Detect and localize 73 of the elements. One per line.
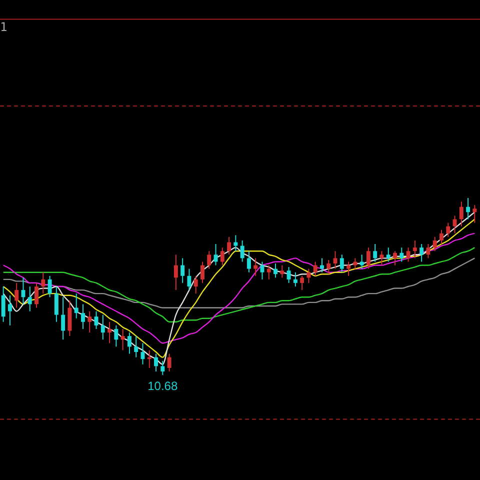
candlestick <box>108 321 112 344</box>
candlestick <box>21 277 26 305</box>
candlestick <box>320 258 324 273</box>
annotation: 10.68 <box>148 379 178 393</box>
candlestick <box>114 324 118 348</box>
candlestick <box>48 275 52 298</box>
candlestick <box>240 240 244 262</box>
candlestick <box>120 328 125 351</box>
candlestick <box>207 250 212 270</box>
candlestick <box>412 240 417 259</box>
candlestick <box>160 360 165 376</box>
candlestick <box>200 261 204 284</box>
candlestick <box>386 247 390 262</box>
candlestick <box>28 286 32 312</box>
candlestick <box>333 250 338 270</box>
text: 1 <box>0 20 8 34</box>
candlestick <box>406 247 410 262</box>
candlestick <box>459 201 464 227</box>
candlestick <box>306 268 311 284</box>
candlestick <box>340 254 344 273</box>
candlestick <box>300 275 304 291</box>
candlestick <box>180 258 185 284</box>
candlestick <box>1 286 6 322</box>
candlestick <box>420 244 424 262</box>
candlestick <box>127 332 132 354</box>
candlestick <box>34 282 39 308</box>
candlestick <box>88 310 92 334</box>
candlestick <box>426 244 430 259</box>
candlestick <box>439 229 444 245</box>
candlestick <box>234 234 238 252</box>
candlestick <box>246 250 251 273</box>
candlestick <box>280 264 284 278</box>
candlestick <box>380 250 384 266</box>
candlestick <box>266 264 271 280</box>
candlestick <box>313 261 318 276</box>
candlestick <box>432 236 437 252</box>
candlestick <box>373 244 378 262</box>
candlestick <box>472 204 477 224</box>
candlestick <box>8 294 12 326</box>
candlestick <box>54 286 58 322</box>
candlestick <box>452 215 457 234</box>
candlestick <box>94 310 98 330</box>
candlestick <box>353 258 358 270</box>
candlestick <box>154 353 158 372</box>
candlestick <box>174 254 178 291</box>
candlestick <box>74 293 78 319</box>
candlestick <box>286 266 291 284</box>
candlestick <box>326 259 331 275</box>
candlestick <box>61 296 66 340</box>
candlestick <box>400 247 404 262</box>
candlestick <box>393 250 398 266</box>
candlestick <box>360 254 364 270</box>
candlestick <box>227 236 232 256</box>
candlestick <box>41 272 46 294</box>
candlestick <box>466 198 470 220</box>
candlestick <box>220 247 224 266</box>
candlestick <box>134 336 138 358</box>
candlestick <box>293 272 298 287</box>
candlestick <box>446 222 450 238</box>
candlestick <box>346 261 351 276</box>
candlestick <box>167 353 172 372</box>
candlestick <box>100 314 105 340</box>
candlestick <box>254 258 258 276</box>
candlestick <box>140 342 145 365</box>
candlestick <box>187 268 192 291</box>
candlestick <box>260 261 264 280</box>
candlestick <box>366 247 370 270</box>
candlestick <box>194 275 198 294</box>
candlestick <box>214 244 218 266</box>
candlestick <box>68 300 72 337</box>
candlestick <box>274 262 278 278</box>
candlestick <box>80 304 85 330</box>
candlestick <box>14 282 19 308</box>
